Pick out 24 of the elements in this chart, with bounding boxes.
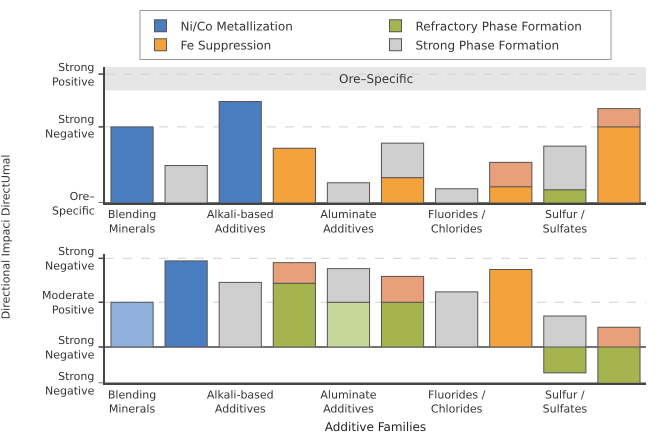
- x-tick-label: Alkali-based Additives: [206, 208, 274, 236]
- x-tick-label: Alkali-based Additives: [206, 388, 274, 416]
- y-axis-title: Directional Impaci DirectUmal: [0, 154, 12, 320]
- ref-line-label: Strong Negative: [45, 113, 95, 140]
- x-tick-label: Aluminate Additives: [320, 388, 377, 416]
- x-tick-label: Blending Minerals: [108, 388, 156, 416]
- ref-line-label: Strong Negative: [45, 370, 95, 398]
- ref-line-label: Strong Positive: [52, 61, 95, 88]
- band-label: Ore–Specific: [339, 72, 414, 86]
- x-tick-label: Blending Minerals: [108, 208, 156, 236]
- ref-line-label: Ore– Specific: [52, 190, 95, 218]
- x-tick-label: Sulfur / Sulfates: [542, 208, 588, 236]
- ref-line-label: Strong Negative: [45, 245, 95, 272]
- legend-label: Ni/Co Metallization: [180, 19, 293, 34]
- x-axis-title: Additive Families: [324, 420, 426, 434]
- x-tick-label: Fluorides / Chlorides: [428, 388, 486, 416]
- x-tick-label: Sulfur / Sulfates: [542, 388, 588, 416]
- ref-line-label: Moderate Positive: [42, 289, 95, 316]
- legend-label: Strong Phase Formation: [416, 38, 560, 52]
- legend-label: Fe Suppression: [180, 38, 272, 52]
- x-tick-label: Aluminate Additives: [320, 208, 377, 236]
- x-tick-label: Fluorides / Chlorides: [428, 208, 486, 236]
- legend-label: Refractory Phase Formation: [416, 19, 582, 34]
- ref-line-label: Strong Negative: [45, 334, 95, 362]
